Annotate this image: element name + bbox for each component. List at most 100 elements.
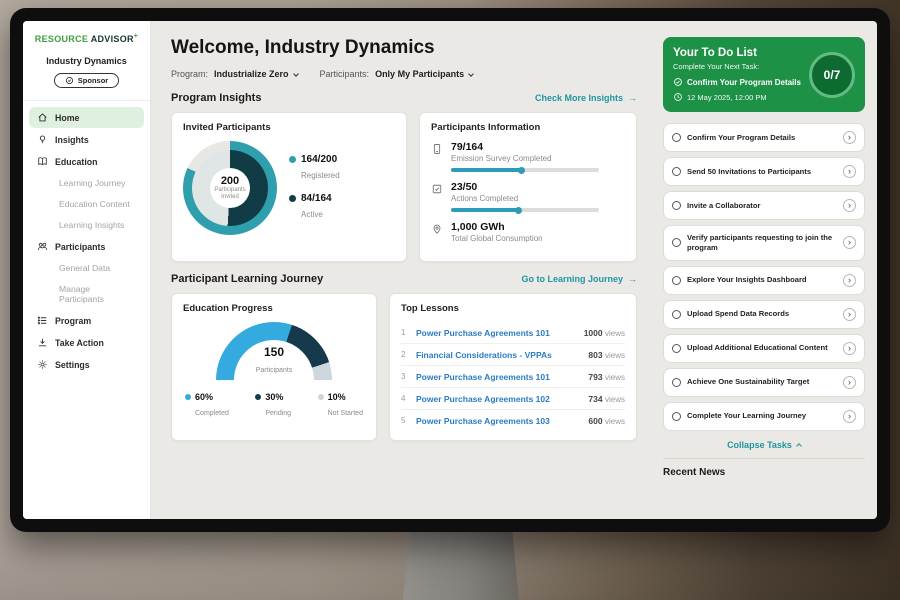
- monitor: RESOURCE ADVISOR+ Industry Dynamics Spon…: [10, 8, 890, 532]
- lesson-rank: 3: [401, 372, 409, 381]
- legend-value: 60%: [195, 392, 229, 402]
- task-item-invite-collaborator[interactable]: Invite a Collaborator ›: [663, 191, 865, 220]
- sidebar-item-insights[interactable]: Insights: [29, 129, 144, 150]
- task-item-verify-participants[interactable]: Verify participants requesting to join t…: [663, 225, 865, 261]
- go-to-learning-journey-link[interactable]: Go to Learning Journey →: [521, 274, 637, 284]
- legend-value: 10%: [328, 392, 363, 402]
- filters-row: Program: Industrialize Zero Participants…: [171, 69, 637, 79]
- check-more-insights-label: Check More Insights: [535, 93, 623, 103]
- program-select[interactable]: Industrialize Zero: [214, 69, 298, 79]
- lesson-row: 1 Power Purchase Agreements 101 1000 vie…: [401, 322, 625, 344]
- task-item-explore-insights[interactable]: Explore Your Insights Dashboard ›: [663, 266, 865, 295]
- lesson-link[interactable]: Power Purchase Agreements 101: [416, 372, 550, 382]
- sidebar-item-take-action[interactable]: Take Action: [29, 332, 144, 353]
- task-checkbox[interactable]: [672, 238, 681, 247]
- education-progress-title: Education Progress: [183, 303, 365, 314]
- sidebar-item-education-content[interactable]: Education Content: [29, 194, 144, 214]
- actions-progressbar: [451, 208, 599, 212]
- donut-legend: 164/200 Registered 84/164 Active: [289, 154, 340, 222]
- task-item-upload-educational-content[interactable]: Upload Additional Educational Content ›: [663, 334, 865, 363]
- survey-icon: [431, 142, 443, 156]
- invited-participants-title: Invited Participants: [183, 122, 395, 133]
- program-insights-header: Program Insights Check More Insights →: [171, 92, 637, 104]
- sponsor-badge[interactable]: Sponsor: [54, 73, 119, 88]
- sidebar-item-participants[interactable]: Participants: [29, 236, 144, 257]
- sidebar-item-learning-journey[interactable]: Learning Journey: [29, 173, 144, 193]
- education-progress-card: Education Progress 150 Participants: [171, 293, 377, 441]
- emission-survey-progressbar: [451, 168, 599, 172]
- sidebar-item-settings[interactable]: Settings: [29, 354, 144, 375]
- sidebar-item-home[interactable]: Home: [29, 107, 144, 128]
- participants-select[interactable]: Only My Participants: [375, 69, 473, 79]
- task-checkbox[interactable]: [672, 201, 681, 210]
- task-label: Verify participants requesting to join t…: [687, 233, 837, 253]
- sidebar-item-learning-insights[interactable]: Learning Insights: [29, 215, 144, 235]
- task-chevron-icon[interactable]: ›: [843, 308, 856, 321]
- task-chevron-icon[interactable]: ›: [843, 131, 856, 144]
- lesson-link[interactable]: Power Purchase Agreements 101: [416, 328, 550, 338]
- sidebar-item-manage-participants[interactable]: Manage Participants: [29, 279, 144, 309]
- stat-value: 79/164: [451, 141, 599, 153]
- task-item-send-invitations[interactable]: Send 50 Invitations to Participants ›: [663, 157, 865, 186]
- task-chevron-icon[interactable]: ›: [843, 199, 856, 212]
- todo-next-task: Confirm Your Program Details: [673, 77, 801, 87]
- home-icon: [37, 112, 48, 123]
- education-progress-gauge-chart: 150 Participants: [216, 322, 332, 380]
- lesson-link[interactable]: Power Purchase Agreements 102: [416, 394, 550, 404]
- app-logo: RESOURCE ADVISOR+: [23, 33, 150, 44]
- brand-resource: RESOURCE: [35, 34, 88, 44]
- sponsor-icon: [65, 76, 74, 85]
- participants-filter-label: Participants:: [320, 69, 370, 79]
- task-checkbox[interactable]: [672, 412, 681, 421]
- task-checkbox[interactable]: [672, 167, 681, 176]
- task-checkbox[interactable]: [672, 344, 681, 353]
- stat-label: Emission Survey Completed: [451, 154, 599, 163]
- brand-advisor: ADVISOR: [91, 34, 134, 44]
- task-chevron-icon[interactable]: ›: [843, 274, 856, 287]
- gauge-center: 150 Participants: [216, 346, 332, 377]
- chevron-down-icon: [293, 71, 299, 77]
- check-more-insights-link[interactable]: Check More Insights →: [535, 93, 637, 103]
- sidebar-item-general-data[interactable]: General Data: [29, 258, 144, 278]
- people-icon: [37, 241, 48, 252]
- task-checkbox[interactable]: [672, 378, 681, 387]
- task-item-achieve-target[interactable]: Achieve One Sustainability Target ›: [663, 368, 865, 397]
- sidebar-item-label: Home: [55, 113, 79, 123]
- task-chevron-icon[interactable]: ›: [843, 376, 856, 389]
- program-filter-label: Program:: [171, 69, 208, 79]
- chevron-down-icon: [468, 71, 474, 77]
- sidebar-item-label: General Data: [59, 263, 110, 273]
- sidebar-item-program[interactable]: Program: [29, 310, 144, 331]
- sidebar-item-education[interactable]: Education: [29, 151, 144, 172]
- gear-icon: [37, 359, 48, 370]
- lesson-rank: 1: [401, 328, 409, 337]
- task-chevron-icon[interactable]: ›: [843, 165, 856, 178]
- lesson-link[interactable]: Power Purchase Agreements 103: [416, 416, 550, 426]
- task-chevron-icon[interactable]: ›: [843, 342, 856, 355]
- legend-value: 164/200: [301, 154, 340, 165]
- check-circle-icon: [673, 77, 683, 87]
- lesson-rank: 2: [401, 350, 409, 359]
- lesson-rank: 4: [401, 394, 409, 403]
- sidebar-item-label: Take Action: [55, 338, 104, 348]
- legend-dot-pending: [255, 394, 261, 400]
- lesson-link[interactable]: Financial Considerations - VPPAs: [416, 350, 552, 360]
- task-checkbox[interactable]: [672, 276, 681, 285]
- todo-subtitle: Complete Your Next Task:: [673, 62, 801, 71]
- task-chevron-icon[interactable]: ›: [843, 236, 856, 249]
- todo-summary-card: Your To Do List Complete Your Next Task:…: [663, 37, 865, 112]
- lesson-row: 4 Power Purchase Agreements 102 734 view…: [401, 388, 625, 410]
- collapse-tasks-link[interactable]: Collapse Tasks: [663, 440, 865, 450]
- lesson-views-value: 600: [588, 416, 602, 426]
- todo-progress-ring: 0/7: [809, 52, 855, 98]
- task-item-confirm-program[interactable]: Confirm Your Program Details ›: [663, 123, 865, 152]
- sidebar-nav: Home Insights Education Learning Journey: [23, 107, 150, 375]
- download-icon: [37, 337, 48, 348]
- task-checkbox[interactable]: [672, 133, 681, 142]
- task-item-upload-spend-data[interactable]: Upload Spend Data Records ›: [663, 300, 865, 329]
- task-item-complete-learning-journey[interactable]: Complete Your Learning Journey ›: [663, 402, 865, 431]
- task-label: Achieve One Sustainability Target: [687, 377, 837, 387]
- task-checkbox[interactable]: [672, 310, 681, 319]
- task-chevron-icon[interactable]: ›: [843, 410, 856, 423]
- learning-journey-cards: Education Progress 150 Participants: [171, 293, 637, 441]
